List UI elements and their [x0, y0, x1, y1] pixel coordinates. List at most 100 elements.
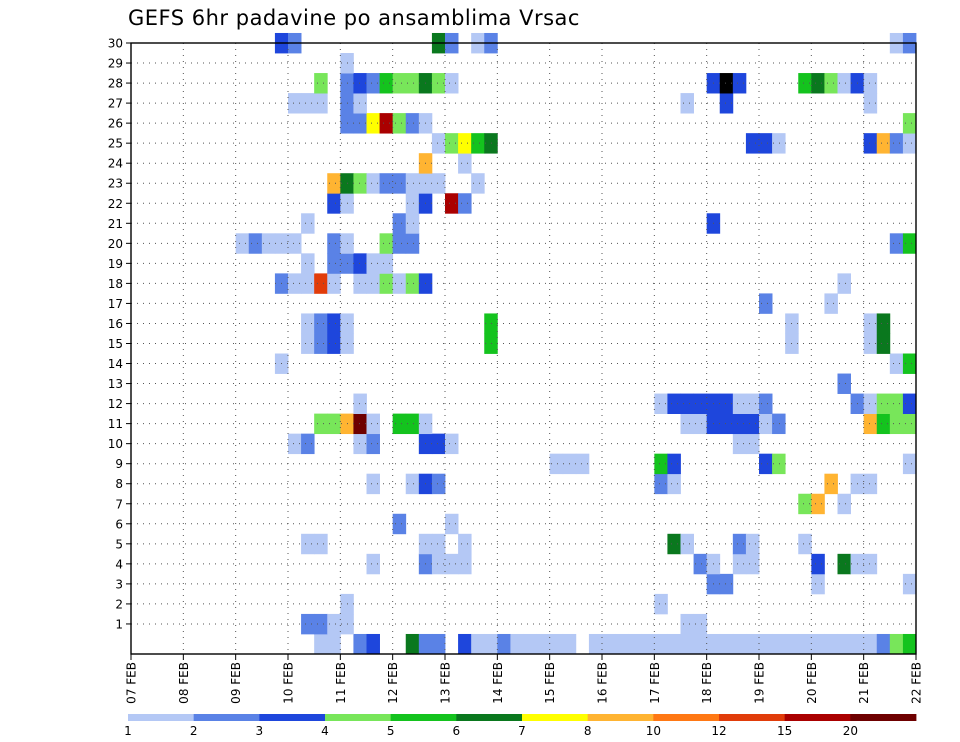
heatmap-cell	[889, 633, 904, 655]
heatmap-cell	[667, 533, 681, 555]
colorbar-label: 10	[646, 724, 661, 738]
heatmap-cell	[431, 633, 446, 655]
heatmap-cell	[353, 393, 367, 414]
y-tick-label: 1	[115, 617, 123, 631]
heatmap-cell	[876, 393, 891, 414]
heatmap-cell	[458, 633, 472, 655]
heatmap-cell	[314, 413, 328, 435]
heatmap-cell	[327, 313, 341, 334]
x-tick-label: 15 FEB	[543, 662, 557, 704]
heatmap-cell	[536, 633, 551, 655]
x-tick-label: 11 FEB	[334, 662, 348, 704]
heatmap-cell	[654, 393, 668, 414]
heatmap-cell	[327, 233, 341, 254]
heatmap-cell	[353, 633, 367, 655]
heatmap-cell	[902, 573, 917, 595]
heatmap-cell	[471, 633, 485, 655]
heatmap-cell	[392, 413, 407, 435]
heatmap-cell	[392, 173, 407, 194]
heatmap-cell	[824, 473, 838, 495]
heatmap-cell	[431, 553, 446, 575]
heatmap-cell	[327, 273, 341, 294]
colorbar-swatch	[653, 714, 720, 721]
colorbar-label: 8	[584, 724, 592, 738]
heatmap-cell	[837, 373, 851, 394]
heatmap-cell	[772, 633, 786, 655]
heatmap-cell	[876, 333, 891, 354]
heatmap-cell	[654, 473, 668, 495]
heatmap-cell	[719, 93, 734, 114]
heatmap-cell	[876, 133, 891, 154]
heatmap-cell	[745, 133, 760, 154]
y-tick-label: 23	[108, 177, 123, 191]
y-tick-label: 5	[115, 537, 123, 551]
heatmap-cell	[353, 73, 367, 94]
heatmap-cell	[759, 413, 773, 435]
heatmap-cell	[902, 633, 917, 655]
x-tick-label: 10 FEB	[282, 662, 296, 704]
heatmap-cell	[379, 173, 394, 194]
y-axis: 1234567891011121314151617181920212223242…	[108, 37, 131, 631]
heatmap-cell	[301, 433, 315, 455]
y-tick-label: 16	[108, 317, 123, 331]
y-tick-label: 4	[115, 557, 123, 571]
colorbar-label: 3	[256, 724, 264, 738]
heatmap-cell	[445, 433, 459, 455]
y-tick-label: 29	[108, 57, 123, 71]
heatmap-cell	[261, 233, 276, 254]
colorbar-swatch	[587, 714, 654, 721]
heatmap-cell	[327, 253, 341, 274]
heatmap-cell	[288, 233, 302, 254]
heatmap-cell	[680, 533, 694, 555]
heatmap-cell	[654, 633, 668, 655]
heatmap-cell	[301, 613, 315, 635]
heatmap-cell	[327, 193, 341, 214]
heatmap-cell	[759, 453, 773, 475]
heatmap-cell	[458, 133, 472, 154]
y-tick-label: 8	[115, 477, 123, 491]
heatmap-cell	[719, 73, 734, 94]
heatmap-cell	[353, 93, 367, 114]
heatmap-cell	[366, 73, 380, 94]
heatmap-cell	[850, 633, 865, 655]
heatmap-cell	[902, 413, 917, 435]
colorbar-swatch	[522, 714, 589, 721]
heatmap-cell	[641, 633, 655, 655]
x-tick-label: 12 FEB	[386, 662, 400, 704]
heatmap-cell	[510, 633, 524, 655]
heatmap-cell	[680, 613, 694, 635]
heatmap-cell	[327, 613, 341, 635]
heatmap-cell	[693, 393, 708, 414]
colorbar-swatch	[128, 714, 195, 721]
x-tick-label: 17 FEB	[648, 662, 662, 704]
heatmap-cell	[902, 133, 917, 154]
heatmap-cell	[471, 173, 485, 194]
heatmap-cell	[732, 433, 747, 455]
heatmap-cell	[471, 133, 485, 154]
heatmap-cell	[366, 173, 380, 194]
colorbar-label: 15	[777, 724, 792, 738]
heatmap-cell	[693, 413, 708, 435]
heatmap-cell	[314, 633, 328, 655]
y-tick-label: 6	[115, 517, 123, 531]
y-tick-label: 10	[108, 437, 123, 451]
colorbar-label: 5	[387, 724, 395, 738]
heatmap-cell	[431, 173, 446, 194]
heatmap-cell	[798, 493, 812, 515]
heatmap-cell	[301, 93, 315, 114]
heatmap-cell	[680, 93, 694, 114]
heatmap-cell	[863, 553, 878, 575]
heatmap-cell	[889, 413, 904, 435]
colorbar-label: 6	[453, 724, 461, 738]
heatmap-cell	[745, 533, 760, 555]
heatmap-cell	[876, 313, 891, 334]
heatmap-cell	[798, 633, 812, 655]
heatmap-cell	[798, 533, 812, 555]
heatmap-cell	[445, 133, 459, 154]
heatmap-cell	[876, 633, 891, 655]
heatmap-cell	[667, 473, 681, 495]
heatmap-cell	[693, 553, 708, 575]
heatmap-cell	[405, 273, 420, 294]
heatmap-cell	[889, 353, 904, 374]
